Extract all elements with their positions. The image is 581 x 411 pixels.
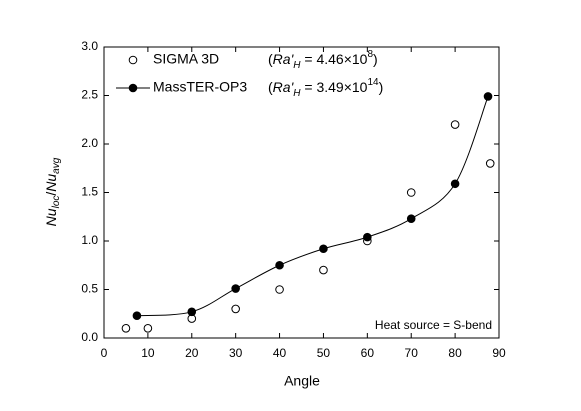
x-axis-label: Angle	[284, 373, 320, 389]
legend-note-part: (	[268, 79, 273, 95]
legend-label: SIGMA 3D	[153, 51, 219, 67]
point	[363, 232, 372, 242]
x-tick-label: 50	[317, 346, 331, 360]
point	[121, 324, 131, 333]
legend-marker	[128, 83, 138, 93]
legend-marker	[128, 55, 138, 65]
point	[231, 284, 240, 293]
y-tick-label: 1.5	[81, 185, 98, 199]
y-label-part: Nu	[43, 208, 59, 226]
y-label-part: /	[43, 192, 59, 196]
point	[187, 307, 197, 317]
point	[319, 265, 328, 275]
legend-note-part: Ra'	[273, 51, 295, 67]
y-tick-label: 1.0	[81, 233, 98, 247]
legend-note-part: )	[379, 79, 384, 95]
legend-note-part: Ra'	[273, 79, 295, 95]
x-tick-label: 60	[361, 346, 375, 360]
x-tick-label: 90	[492, 346, 506, 360]
point	[450, 120, 460, 129]
point	[143, 324, 153, 333]
point	[132, 311, 142, 320]
y-tick-label: 3.0	[81, 39, 98, 53]
annotation: Heat source = S-bend	[375, 318, 492, 332]
legend-note-part: = 3.49×10	[300, 79, 367, 95]
legend-note-part: H	[293, 88, 301, 99]
y-label-part: Nu	[43, 174, 59, 192]
point	[275, 260, 284, 270]
x-tick-label: 10	[141, 346, 155, 360]
legend-note: (Ra'H = 4.46×108)	[268, 49, 378, 71]
fit-line	[136, 96, 489, 317]
point	[485, 159, 495, 168]
point	[231, 304, 240, 314]
legend-label: MassTER-OP3	[153, 79, 247, 95]
point	[406, 188, 416, 197]
point	[483, 92, 493, 101]
y-tick-label: 0.0	[81, 330, 98, 344]
y-tick-label: 2.0	[81, 136, 98, 150]
y-tick-label: 0.5	[81, 282, 98, 296]
point	[319, 244, 328, 254]
legend-note-part: H	[293, 60, 301, 71]
y-axis-label: Nuloc/Nuavg	[43, 157, 62, 226]
legend-note-part: (	[268, 51, 273, 67]
point	[406, 214, 416, 223]
legend-note-part: 14	[367, 77, 379, 88]
y-label-part: loc	[51, 196, 62, 209]
x-tick-label: 0	[101, 346, 108, 360]
x-tick-label: 40	[273, 346, 287, 360]
legend-note-part: 8	[367, 49, 373, 60]
x-tick-label: 20	[185, 346, 199, 360]
legend-note: (Ra'H = 3.49×1014)	[268, 77, 383, 99]
x-tick-label: 30	[229, 346, 243, 360]
y-tick-label: 2.5	[81, 88, 98, 102]
point	[275, 285, 284, 294]
point	[450, 179, 460, 189]
x-tick-label: 80	[448, 346, 462, 360]
legend-note-part: )	[373, 51, 378, 67]
x-tick-label: 70	[405, 346, 419, 360]
y-label-part: avg	[51, 157, 62, 174]
legend-note-part: = 4.46×10	[300, 51, 367, 67]
